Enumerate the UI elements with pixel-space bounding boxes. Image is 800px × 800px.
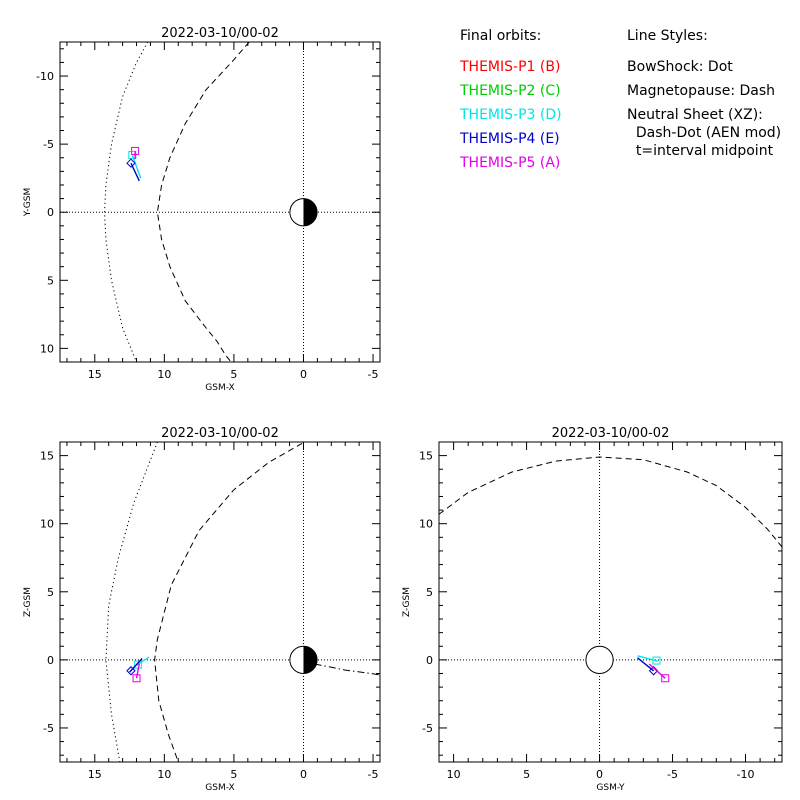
y-axis-label: Y-GSM (23, 188, 33, 217)
x-tick-label: -10 (737, 768, 755, 781)
charts: 2022-03-10/00-02 15 10 5 0 -5 -10 -5 0 5 10 GSM-X Y-… (23, 26, 783, 793)
orbit-legend-p5: THEMIS-P5 (A) (459, 155, 560, 171)
orbit-track-themis-p4-marker (126, 158, 136, 168)
y-tick-label: -5 (422, 722, 433, 735)
y-tick-label: -10 (36, 70, 54, 83)
y-tick-label: 15 (40, 450, 54, 463)
magnetopause-line (439, 456, 782, 548)
x-tick-label: -5 (368, 368, 379, 381)
plot-area (105, 442, 380, 762)
x-tick-label: 10 (157, 768, 171, 781)
orbits-legend-title: Final orbits: (460, 28, 541, 44)
magnetopause-line (156, 42, 250, 362)
y-tick-label: 15 (419, 450, 433, 463)
y-tick-label: 0 (47, 206, 54, 219)
x-tick-label: 0 (596, 768, 603, 781)
orbit-track-themis-p3 (136, 656, 150, 666)
y-tick-label: 0 (426, 654, 433, 667)
x-tick-label: 15 (88, 368, 102, 381)
legend: Final orbits: THEMIS-P1 (B) THEMIS-P2 (C… (459, 28, 781, 171)
y-axis-label: Z-GSM (23, 587, 33, 617)
orbit-track-themis-p5-marker (131, 146, 140, 155)
x-tick-label: 0 (300, 768, 307, 781)
x-tick-label: 5 (230, 768, 237, 781)
style-legend-bowshock: BowShock: Dot (627, 59, 733, 75)
orbit-legend-p3: THEMIS-P3 (D) (459, 107, 562, 123)
styles-legend-title: Line Styles: (627, 28, 708, 44)
orbit-track-themis-p5 (648, 663, 666, 679)
orbit-legend-p4: THEMIS-P4 (E) (459, 131, 560, 147)
y-axis-label: Z-GSM (402, 587, 412, 617)
x-tick-label: 10 (447, 768, 461, 781)
y-tick-label: 10 (419, 518, 433, 531)
magnetopause-line (154, 442, 303, 762)
plot-area (439, 456, 782, 683)
style-legend-magnetopause: Magnetopause: Dash (627, 83, 775, 99)
x-tick-label: -5 (667, 768, 678, 781)
orbit-track-themis-p3 (637, 655, 659, 662)
orbit-track-themis-p5 (135, 663, 140, 679)
y-tick-label: 5 (47, 586, 54, 599)
chart-title: 2022-03-10/00-02 (161, 426, 279, 441)
neutral-sheet-line (314, 663, 380, 676)
x-tick-label: 5 (523, 768, 530, 781)
orbit-track-themis-p5-marker (132, 674, 141, 683)
x-axis-label: GSM-X (205, 783, 234, 793)
y-tick-label: 10 (40, 342, 54, 355)
earth-night-side (303, 646, 318, 674)
orbit-legend-p2: THEMIS-P2 (C) (459, 83, 561, 99)
x-tick-label: -5 (368, 768, 379, 781)
orbit-legend-p1: THEMIS-P1 (B) (459, 59, 560, 75)
x-tick-label: 5 (230, 368, 237, 381)
chart-title: 2022-03-10/00-02 (552, 426, 670, 441)
chart-xz: 2022-03-10/00-02 15 10 5 0 -5 -5 0 5 10 15 GSM-X Z-G… (23, 426, 381, 793)
bowshock-line (105, 442, 158, 762)
orbit-track-themis-p3-marker (128, 151, 137, 160)
earth-marker (585, 645, 614, 674)
style-legend-neutral-sheet: Neutral Sheet (XZ): (627, 107, 763, 123)
y-tick-label: 5 (426, 586, 433, 599)
plot-area (103, 42, 318, 362)
y-tick-label: 10 (40, 518, 54, 531)
orbit-track-themis-p3-marker (652, 656, 661, 665)
x-axis-label: GSM-Y (596, 783, 625, 793)
plot-frame (438, 441, 783, 763)
x-tick-label: 15 (88, 768, 102, 781)
plot-frame (59, 41, 381, 363)
x-axis-label: GSM-X (205, 383, 234, 393)
y-tick-label: 5 (47, 274, 54, 287)
x-tick-label: 10 (157, 368, 171, 381)
bowshock-line (103, 42, 149, 362)
y-tick-label: -5 (43, 138, 54, 151)
style-legend-midpoint: t=interval midpoint (627, 143, 774, 159)
orbit-track-themis-p4-marker (126, 666, 136, 676)
chart-title: 2022-03-10/00-02 (161, 26, 279, 41)
plot-frame (59, 441, 381, 763)
orbit-track-themis-p5-marker (661, 674, 670, 683)
style-legend-dashdot: Dash-Dot (AEN mod) (627, 125, 781, 141)
orbit-track-themis-p4 (637, 657, 655, 672)
chart-yz: 2022-03-10/00-02 10 5 0 -5 -10 -5 0 5 10 15 GSM-Y Z-… (402, 426, 783, 793)
x-tick-label: 0 (300, 368, 307, 381)
orbit-track-themis-p4 (129, 658, 143, 673)
chart-xy: 2022-03-10/00-02 15 10 5 0 -5 -10 -5 0 5 10 GSM-X Y-… (23, 26, 381, 393)
earth-night-side (303, 198, 318, 226)
y-tick-label: 0 (47, 654, 54, 667)
y-tick-label: -5 (43, 722, 54, 735)
